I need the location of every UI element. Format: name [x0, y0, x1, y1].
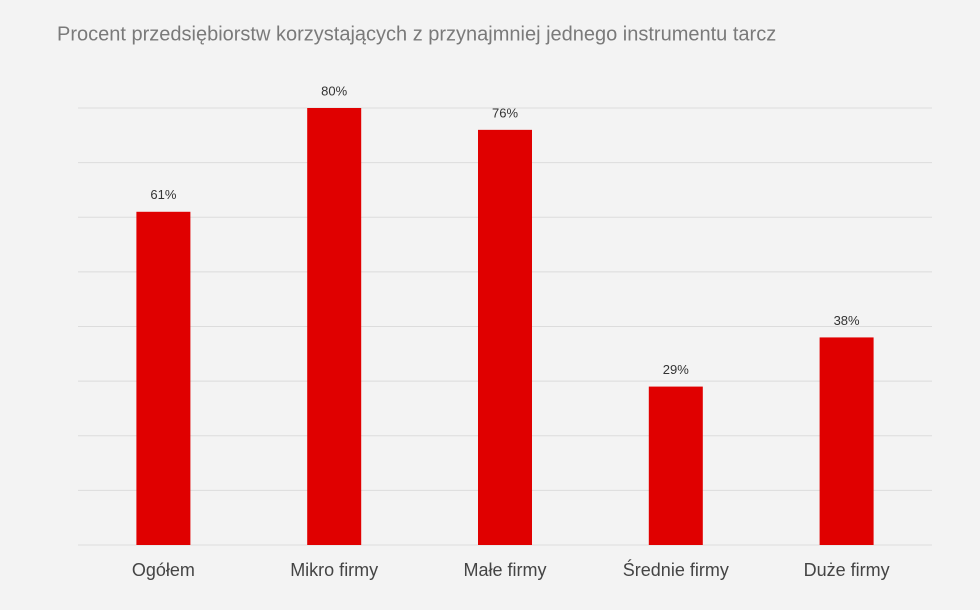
x-tick-label: Mikro firmy — [290, 560, 378, 580]
value-label: 61% — [150, 187, 176, 202]
bar — [819, 337, 874, 545]
value-label: 80% — [321, 83, 347, 98]
chart-title: Procent przedsiębiorstw korzystających z… — [57, 23, 776, 45]
x-tick-label: Ogółem — [132, 560, 195, 580]
value-label: 76% — [492, 105, 518, 120]
x-tick-label: Duże firmy — [804, 560, 890, 580]
value-label: 38% — [834, 313, 860, 328]
x-tick-label: Średnie firmy — [623, 559, 729, 580]
bar — [478, 129, 532, 545]
x-tick-label: Małe firmy — [463, 560, 546, 580]
bar — [136, 211, 191, 545]
bar — [648, 386, 703, 545]
bar — [307, 108, 362, 545]
value-label: 29% — [663, 362, 689, 377]
